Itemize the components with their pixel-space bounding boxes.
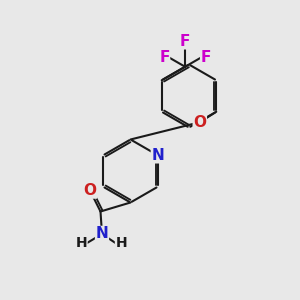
Text: O: O	[83, 183, 97, 198]
Text: H: H	[116, 236, 127, 250]
Text: N: N	[152, 148, 164, 163]
Text: O: O	[193, 115, 206, 130]
Text: N: N	[96, 226, 108, 242]
Text: H: H	[75, 236, 87, 250]
Text: F: F	[201, 50, 211, 65]
Text: F: F	[180, 34, 190, 49]
Text: F: F	[159, 50, 169, 65]
